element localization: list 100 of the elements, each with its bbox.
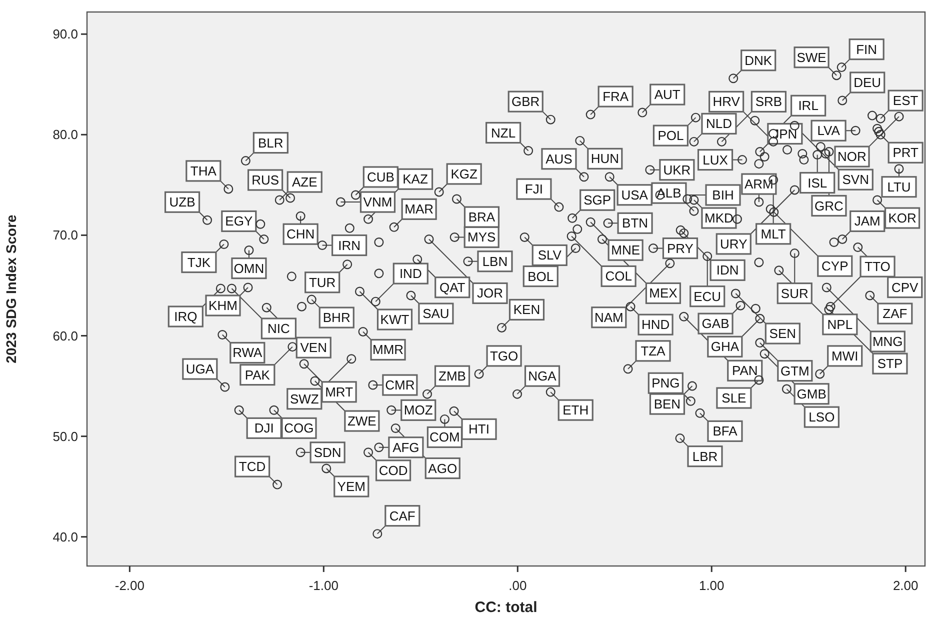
annotation: BOL xyxy=(528,268,554,284)
annotation: QAT xyxy=(439,280,466,295)
annotation: OMN xyxy=(234,260,264,276)
annotation: CUB xyxy=(366,169,394,184)
y-tick-label: 50.0 xyxy=(52,428,78,444)
annotation: BEN xyxy=(654,396,681,412)
annotation: NLD xyxy=(706,116,732,132)
annotation: ZAF xyxy=(882,306,908,322)
annotation: MRT xyxy=(325,384,354,400)
annotation: GTM xyxy=(780,363,810,378)
annotation: AUS xyxy=(546,151,573,166)
annotation: SGP xyxy=(584,192,612,208)
annotation: USA xyxy=(621,187,648,202)
annotation: LSO xyxy=(808,410,835,425)
annotation: ISL xyxy=(808,175,828,190)
annotation: ARM xyxy=(744,176,774,192)
annotation: IND xyxy=(399,266,422,282)
annotation: COL xyxy=(605,268,632,284)
annotation: FIN xyxy=(856,42,878,57)
annotation: AGO xyxy=(428,460,458,476)
annotation: GBR xyxy=(512,94,540,110)
annotation: MOZ xyxy=(404,402,433,418)
annotation: SAU xyxy=(422,306,450,322)
annotation: TCD xyxy=(238,459,266,474)
annotation: NZL xyxy=(491,125,516,140)
annotation: NAM xyxy=(594,310,624,325)
annotation: NOR xyxy=(838,149,866,164)
annotation: LVA xyxy=(817,123,840,138)
annotation: GMB xyxy=(796,386,826,402)
y-tick-label: 90.0 xyxy=(52,26,78,42)
annotation: KAZ xyxy=(402,172,428,187)
y-tick-label: 40.0 xyxy=(52,529,78,544)
annotation: MWI xyxy=(832,348,858,364)
annotation: DJI xyxy=(254,420,274,436)
annotation: KOR xyxy=(888,210,916,226)
annotation: CMR xyxy=(385,378,415,393)
y-tick-label: 70.0 xyxy=(52,228,78,243)
annotation: IDN xyxy=(716,262,739,278)
annotation: HND xyxy=(641,317,670,332)
annotation: TJK xyxy=(187,254,211,270)
annotation: JAM xyxy=(854,214,880,229)
annotation: TTO xyxy=(864,259,890,274)
annotation: UKR xyxy=(663,162,691,178)
annotation: HTI xyxy=(468,422,490,437)
annotation: SUR xyxy=(780,286,808,301)
annotation: AFG xyxy=(392,440,420,455)
annotation: HRV xyxy=(712,94,740,110)
annotation: IRN xyxy=(338,238,360,253)
annotation: KWT xyxy=(380,312,410,328)
annotation: PRY xyxy=(666,240,694,256)
annotation: GAB xyxy=(702,316,730,332)
annotation: SLV xyxy=(538,248,562,263)
x-tick-label: -1.00 xyxy=(308,578,338,593)
annotation: CPV xyxy=(892,280,919,295)
annotation: BLR xyxy=(258,135,284,150)
annotation: NPL xyxy=(827,316,853,332)
annotation: POL xyxy=(658,128,684,144)
annotation: COD xyxy=(378,462,408,478)
annotation: SVN xyxy=(842,172,870,188)
annotation: CHN xyxy=(286,226,315,242)
annotation: RWA xyxy=(232,345,263,360)
annotation: AZE xyxy=(292,174,318,190)
annotation: GHA xyxy=(710,339,740,354)
annotation: SDN xyxy=(314,444,342,460)
y-axis-title: 2023 SDG Index Score xyxy=(3,214,19,364)
annotation: VEN xyxy=(300,340,327,356)
x-axis-title: CC: total xyxy=(474,599,538,616)
annotation: LTU xyxy=(887,179,911,194)
annotation: SLE xyxy=(722,390,747,406)
annotation: SWE xyxy=(796,50,827,65)
annotation: UZB xyxy=(169,194,196,210)
annotation: KEN xyxy=(513,302,540,318)
annotation: MNG xyxy=(872,334,903,349)
annotation: JOR xyxy=(476,286,503,301)
annotation: IRQ xyxy=(174,308,198,324)
annotation: MNE xyxy=(611,242,640,258)
annotation: CAF xyxy=(389,508,416,524)
annotation: MEX xyxy=(649,286,678,301)
x-tick-label: -2.00 xyxy=(114,578,144,593)
annotation: MMR xyxy=(372,342,404,358)
annotation: THA xyxy=(190,163,217,178)
annotation: PRT xyxy=(892,145,919,160)
annotation: CYP xyxy=(822,258,848,274)
annotation: STP xyxy=(877,356,903,372)
annotation: MAR xyxy=(404,202,434,217)
annotation: BIH xyxy=(712,187,734,202)
y-tick-label: 80.0 xyxy=(52,127,78,142)
annotation: COM xyxy=(430,430,460,445)
annotation: ECU xyxy=(694,288,722,304)
annotation: BHR xyxy=(322,310,350,326)
x-tick-label: 2.00 xyxy=(892,578,918,593)
annotation: PAN xyxy=(732,363,758,378)
annotation: YEM xyxy=(337,478,366,494)
annotation: BFA xyxy=(712,424,738,439)
annotation: UGA xyxy=(186,362,214,377)
annotation: BTN xyxy=(622,216,648,231)
annotation: SEN xyxy=(769,326,796,342)
annotation: VNM xyxy=(363,194,392,210)
annotation: KGZ xyxy=(450,166,478,182)
annotation: TGO xyxy=(490,348,518,364)
